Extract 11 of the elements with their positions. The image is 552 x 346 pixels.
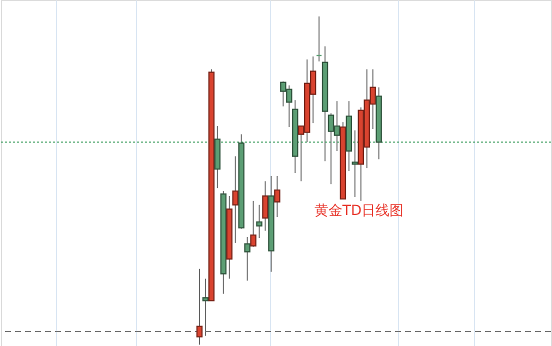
candlestick [352, 130, 358, 198]
candlestick [256, 204, 262, 238]
candlestick [232, 156, 238, 244]
candlestick [316, 16, 322, 62]
candlestick [196, 268, 203, 346]
candlestick [250, 200, 256, 248]
annotation: 黄金TD日线图 [314, 203, 404, 219]
candlestick [274, 175, 280, 218]
candlestick [244, 236, 250, 282]
candlestick [202, 278, 209, 336]
candlestick [262, 180, 268, 232]
